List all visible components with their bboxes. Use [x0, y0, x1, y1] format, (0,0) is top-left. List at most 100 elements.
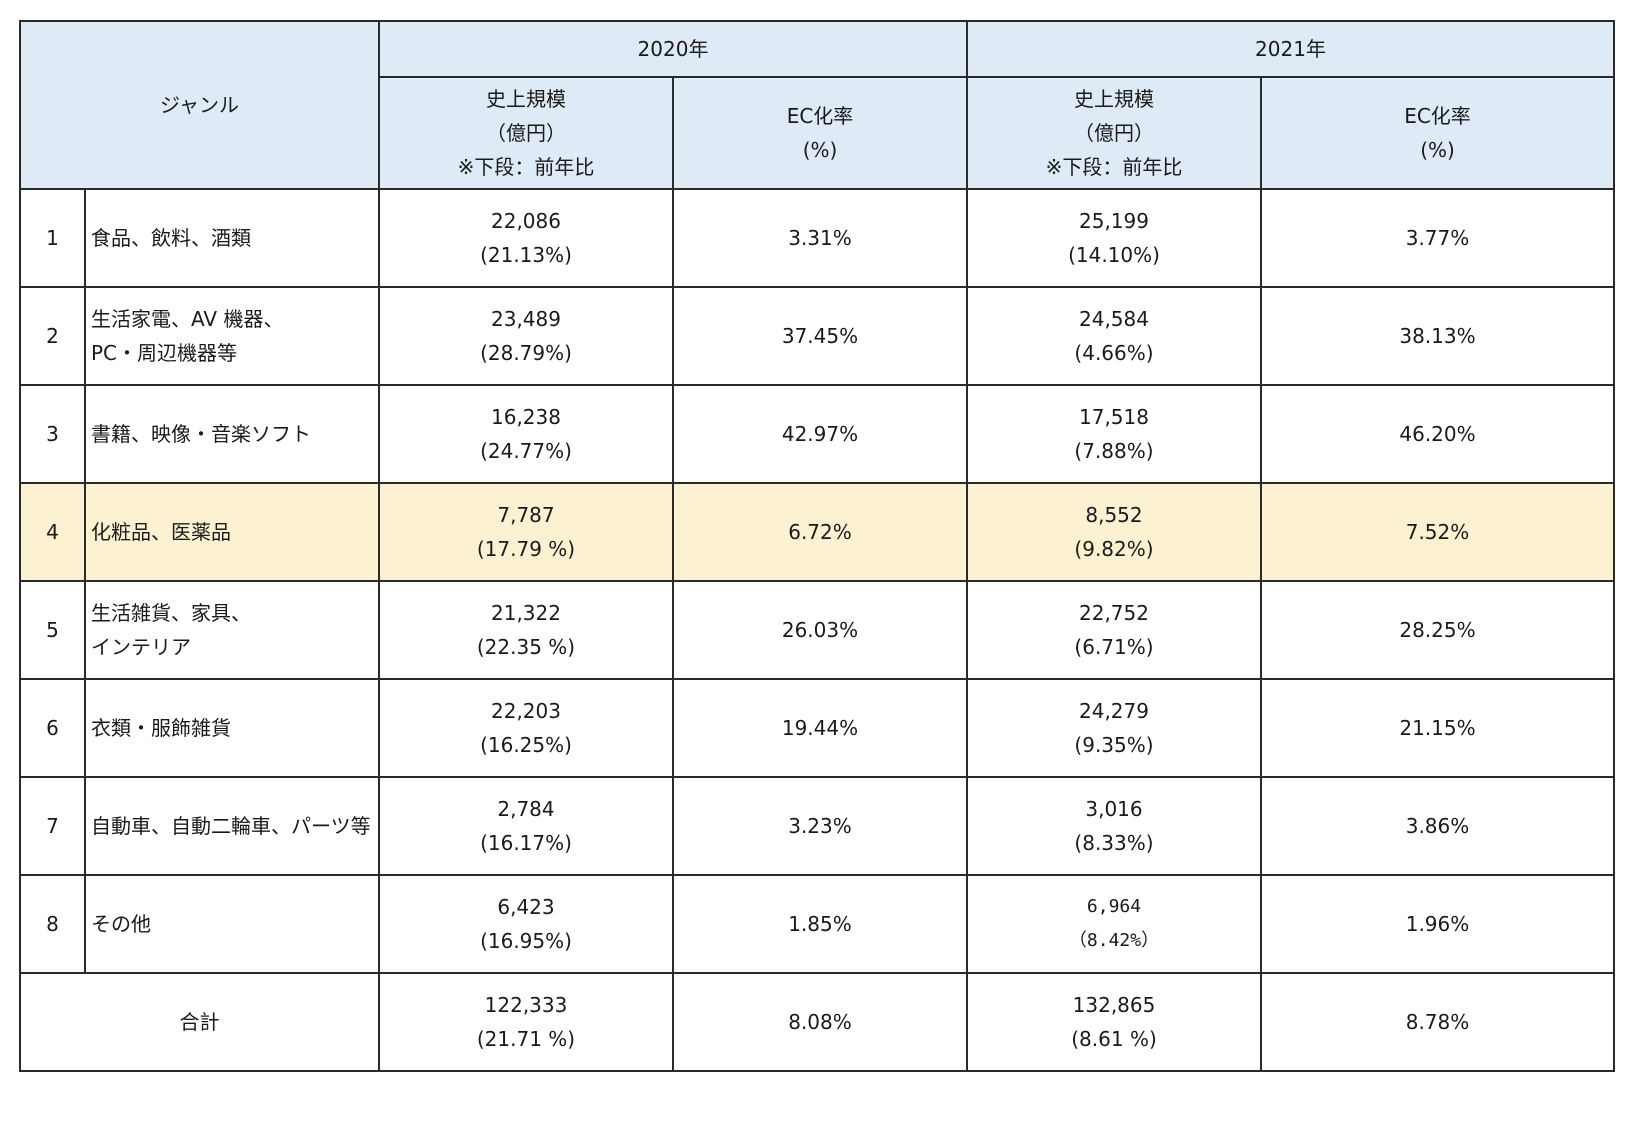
yoy-growth-value: (4.66%) [1074, 341, 1154, 365]
yoy-growth-value: (8.61 %) [1071, 1027, 1157, 1051]
market-size-2020-header: 史上規模 （億円） ※下段：前年比 [378, 76, 674, 190]
genre-cell: 食品、飲料、酒類 [84, 188, 380, 288]
ec-rate-2020-cell: 26.03% [672, 580, 968, 680]
table-row: 5 生活雑貨、家具、 インテリア 21,322 (22.35 %) 26.03% 2… [19, 580, 1615, 680]
ec-rate-unit: (%) [1420, 138, 1455, 162]
market-size-2020-cell: 6,423 (16.95%) [378, 874, 674, 974]
ec-rate-2020-cell: 3.23% [672, 776, 968, 876]
market-size-2020-total: 122,333 (21.71 %) [378, 972, 674, 1072]
genre-line: 生活雑貨、家具、 [91, 601, 251, 625]
market-size-value: 21,322 [491, 601, 561, 625]
genre-line: 書籍、映像・音楽ソフト [91, 422, 311, 446]
market-size-value: 22,752 [1079, 601, 1149, 625]
yoy-growth-value: (6.71%) [1074, 635, 1154, 659]
market-size-2021-cell: 22,752 (6.71%) [966, 580, 1262, 680]
row-number: 3 [19, 384, 86, 484]
table-row: 3 書籍、映像・音楽ソフト 16,238 (24.77%) 42.97% 17,5… [19, 384, 1615, 484]
ec-rate-2020-cell: 19.44% [672, 678, 968, 778]
market-size-2021-cell: 8,552 (9.82%) [966, 482, 1262, 582]
market-size-2021-cell: 24,584 (4.66%) [966, 286, 1262, 386]
ec-rate-2020-cell: 37.45% [672, 286, 968, 386]
ec-rate-2020-cell: 1.85% [672, 874, 968, 974]
market-size-value: 2,784 [497, 797, 555, 821]
table-wrapper: ジャンル 2020年 2021年 史上規模 （億円） ※下段：前年比 EC化率 … [19, 20, 1615, 1072]
ec-rate-2020-cell: 42.97% [672, 384, 968, 484]
market-size-value: 132,865 [1072, 993, 1156, 1017]
market-size-value: 3,016 [1085, 797, 1143, 821]
table-row: 6 衣類・服飾雑貨 22,203 (16.25%) 19.44% 24,279 (9… [19, 678, 1615, 778]
market-size-value: 6,423 [497, 895, 555, 919]
genre-line: 自動車、自動二輪車、パーツ等 [91, 814, 371, 838]
market-size-2020-cell: 16,238 (24.77%) [378, 384, 674, 484]
ec-rate-2021-header: EC化率 (%) [1260, 76, 1615, 190]
row-number: 4 [19, 482, 86, 582]
market-size-2021-header: 史上規模 （億円） ※下段：前年比 [966, 76, 1262, 190]
ec-rate-2020-cell: 3.31% [672, 188, 968, 288]
genre-header: ジャンル [19, 20, 380, 190]
market-size-2021-cell: 3,016 (8.33%) [966, 776, 1262, 876]
market-size-2021-cell: 6,964 （8.42%） [966, 874, 1262, 974]
genre-line: 衣類・服飾雑貨 [91, 716, 231, 740]
market-size-2021-cell: 24,279 (9.35%) [966, 678, 1262, 778]
market-size-value: 122,333 [484, 993, 568, 1017]
genre-line: 生活家電、AV 機器、 [91, 307, 284, 331]
yoy-growth-value: (16.25%) [480, 733, 572, 757]
yoy-growth-value: (7.88%) [1074, 439, 1154, 463]
yoy-growth-value: (21.13%) [480, 243, 572, 267]
market-size-unit: （億円） [486, 121, 566, 145]
market-size-value: 6,964 [1086, 896, 1142, 917]
market-size-2021-cell: 17,518 (7.88%) [966, 384, 1262, 484]
market-size-unit: （億円） [1074, 121, 1154, 145]
yoy-growth-value: (24.77%) [480, 439, 572, 463]
ec-rate-label: EC化率 [786, 104, 854, 128]
row-number: 7 [19, 776, 86, 876]
yoy-growth-value: (9.82%) [1074, 537, 1154, 561]
genre-line: その他 [91, 912, 151, 936]
market-size-value: 22,203 [491, 699, 561, 723]
market-size-2020-cell: 22,086 (21.13%) [378, 188, 674, 288]
market-size-2020-cell: 23,489 (28.79%) [378, 286, 674, 386]
yoy-growth-value: (28.79%) [480, 341, 572, 365]
ec-rate-2021-cell: 28.25% [1260, 580, 1615, 680]
genre-line: インテリア [91, 635, 191, 659]
table-row: 1 食品、飲料、酒類 22,086 (21.13%) 3.31% 25,199 (1… [19, 188, 1615, 288]
ec-rate-2020-total: 8.08% [672, 972, 968, 1072]
market-size-value: 24,279 [1079, 699, 1149, 723]
ec-rate-2021-cell: 3.86% [1260, 776, 1615, 876]
market-size-note: ※下段：前年比 [457, 155, 595, 179]
yoy-growth-value: (17.79 %) [476, 537, 576, 561]
market-size-note: ※下段：前年比 [1045, 155, 1183, 179]
row-number: 6 [19, 678, 86, 778]
ec-rate-2021-cell: 46.20% [1260, 384, 1615, 484]
market-size-value: 16,238 [491, 405, 561, 429]
yoy-growth-value: (16.95%) [480, 929, 572, 953]
yoy-growth-value: (14.10%) [1068, 243, 1160, 267]
market-size-2020-cell: 21,322 (22.35 %) [378, 580, 674, 680]
ec-rate-label: EC化率 [1404, 104, 1471, 128]
genre-line: 化粧品、医薬品 [91, 520, 231, 544]
row-number: 8 [19, 874, 86, 974]
genre-cell: 自動車、自動二輪車、パーツ等 [84, 776, 380, 876]
table-row: 7 自動車、自動二輪車、パーツ等 2,784 (16.17%) 3.23% 3,0… [19, 776, 1615, 876]
yoy-growth-value: （8.42%） [1068, 930, 1160, 951]
ec-rate-unit: (%) [802, 138, 838, 162]
table-row: 2 生活家電、AV 機器、 PC・周辺機器等 23,489 (28.79%) 37.… [19, 286, 1615, 386]
total-row: 合計 122,333 (21.71 %) 8.08% 132,865 (8.61 %… [19, 972, 1615, 1072]
ec-market-table: ジャンル 2020年 2021年 史上規模 （億円） ※下段：前年比 EC化率 … [19, 20, 1615, 1072]
market-size-2020-cell: 22,203 (16.25%) [378, 678, 674, 778]
ec-rate-2021-cell: 1.96% [1260, 874, 1615, 974]
ec-rate-2021-cell: 3.77% [1260, 188, 1615, 288]
market-size-2021-cell: 25,199 (14.10%) [966, 188, 1262, 288]
market-size-value: 25,199 [1079, 209, 1149, 233]
genre-line: 食品、飲料、酒類 [91, 226, 251, 250]
genre-line: PC・周辺機器等 [91, 341, 238, 365]
genre-cell: 生活雑貨、家具、 インテリア [84, 580, 380, 680]
genre-cell: 化粧品、医薬品 [84, 482, 380, 582]
yoy-growth-value: (21.71 %) [476, 1027, 576, 1051]
market-size-label: 史上規模 [486, 87, 566, 111]
genre-cell: 書籍、映像・音楽ソフト [84, 384, 380, 484]
ec-rate-2021-cell: 21.15% [1260, 678, 1615, 778]
year-2021-header: 2021年 [966, 20, 1615, 78]
yoy-growth-value: (16.17%) [480, 831, 572, 855]
market-size-2021-total: 132,865 (8.61 %) [966, 972, 1262, 1072]
